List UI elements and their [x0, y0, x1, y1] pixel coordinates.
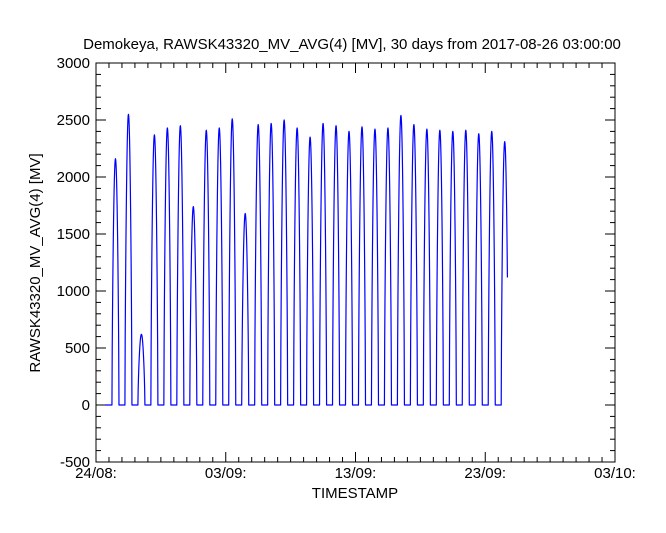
x-axis-label: TIMESTAMP [312, 485, 398, 502]
y-tick-label: 0 [82, 397, 90, 414]
x-tick-label: 23/09: [464, 465, 506, 482]
plot-frame [95, 62, 616, 463]
x-tick-label: 13/09: [335, 465, 377, 482]
x-tick-labels: 24/08: 03/09: 13/09: 23/09: 03/10: [75, 465, 636, 482]
axis-ticks [95, 62, 616, 463]
x-tick-label: 03/10: [594, 465, 636, 482]
y-tick-label: 500 [65, 340, 90, 357]
x-tick-label: 24/08: [75, 465, 117, 482]
y-tick-labels: -500 0 500 1000 1500 2000 2500 3000 [57, 55, 90, 471]
y-tick-label: -500 [60, 454, 90, 471]
y-tick-label: 2500 [57, 112, 90, 129]
y-tick-label: 1000 [57, 283, 90, 300]
y-tick-label: 3000 [57, 55, 90, 72]
y-tick-label: 1500 [57, 226, 90, 243]
series-line [104, 113, 509, 406]
y-tick-label: 2000 [57, 169, 90, 186]
y-axis-label: RAWSK43320_MV_AVG(4) [MV] [27, 153, 44, 372]
x-tick-label: 03/09: [205, 465, 247, 482]
chart-title: Demokeya, RAWSK43320_MV_AVG(4) [MV], 30 … [83, 36, 621, 53]
